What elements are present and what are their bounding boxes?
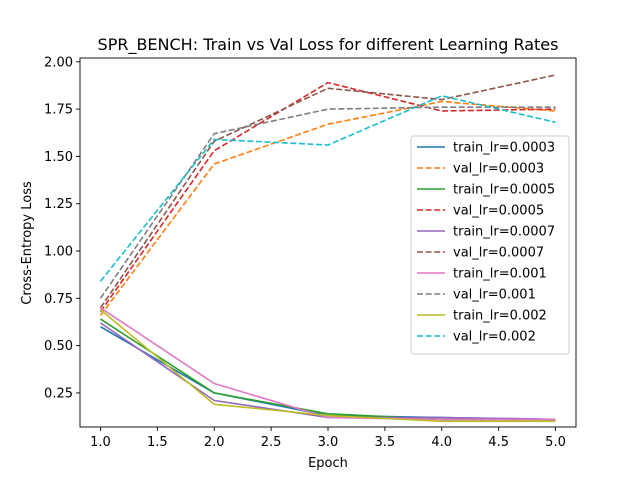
y-tick-label: 1.25 [44,197,73,212]
y-tick-label: 0.50 [44,339,73,354]
y-tick-label: 0.75 [44,292,73,307]
y-tick-label: 2.00 [44,55,73,70]
x-axis-label: Epoch [308,456,348,471]
legend-label: train_lr=0.0005 [453,183,555,198]
y-axis-label: Cross-Entropy Loss [20,181,35,305]
series-line-val_lr=0.002 [99,95,556,282]
y-tick-label: 1.75 [44,103,73,118]
y-tick-label: 1.50 [44,150,73,165]
x-tick-label: 3.5 [375,435,396,450]
chart-title: SPR_BENCH: Train vs Val Loss for differe… [98,35,559,55]
x-tick-label: 5.0 [545,435,566,450]
x-tick-label: 1.0 [90,435,111,450]
legend-label: train_lr=0.0007 [453,225,555,240]
y-tick-label: 0.25 [44,386,73,401]
legend-label: train_lr=0.001 [453,267,547,282]
x-tick-label: 3.0 [318,435,339,450]
legend-label: val_lr=0.002 [453,330,536,345]
legend-label: train_lr=0.0003 [453,141,555,156]
series-line-val_lr=0.001 [99,106,556,299]
x-tick-label: 4.0 [431,435,452,450]
legend-box [410,135,570,355]
series-line-val_lr=0.0003 [99,100,556,316]
x-tick-label: 2.5 [261,435,282,450]
legend-label: val_lr=0.0003 [453,162,544,177]
plot-area [99,74,556,423]
legend-label: val_lr=0.0007 [453,246,544,261]
x-tick-label: 2.0 [204,435,225,450]
series-line-train_lr=0.002 [99,309,556,423]
legend: train_lr=0.0003 val_lr=0.0003 train_lr=0.0… [410,135,570,355]
x-tick-label: 1.5 [147,435,168,450]
legend-label: train_lr=0.002 [453,309,547,324]
y-tick-label: 1.00 [44,245,73,260]
series-line-train_lr=0.001 [100,307,556,421]
series-line-val_lr=0.0005 [99,81,556,313]
legend-label: val_lr=0.0005 [453,204,544,219]
x-tick-label: 4.5 [488,435,509,450]
axes: 1.0 1.5 2.0 2.5 3.0 3.5 4.0 4.5 5.0 0.25 0.50 0.75 1… [44,55,577,450]
legend-label: val_lr=0.001 [453,288,536,303]
series-line-val_lr=0.0007 [99,74,556,309]
